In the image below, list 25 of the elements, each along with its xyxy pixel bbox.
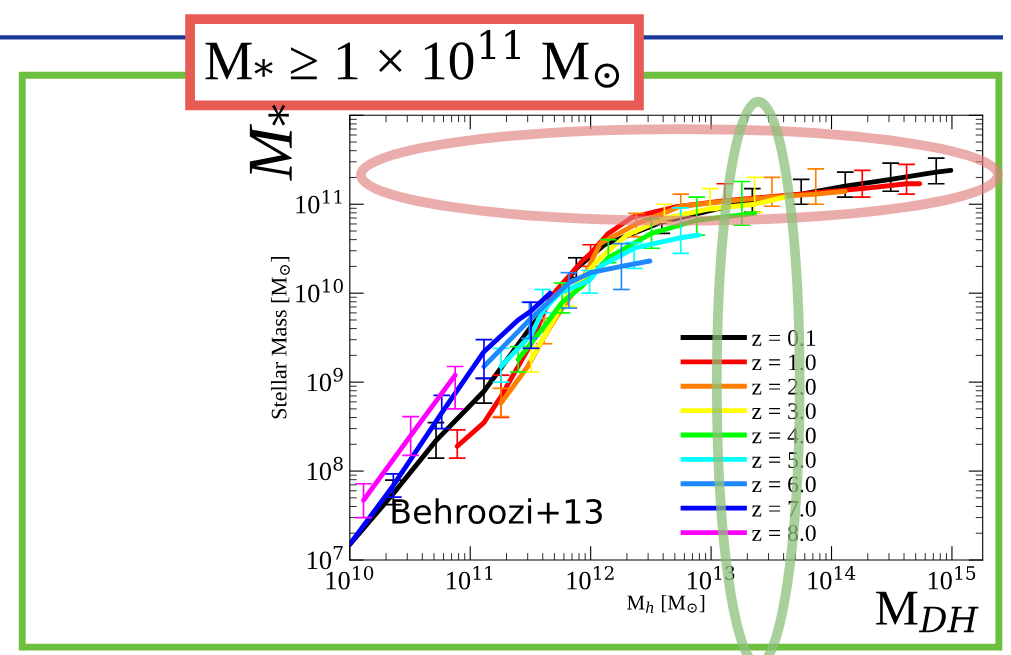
legend-label: z = 3.0 — [752, 403, 816, 420]
y-tick-label: 10$^{11}$ — [296, 189, 342, 214]
y-tick-label: 10$^{8}$ — [307, 456, 343, 481]
legend-label: z = 1.0 — [752, 354, 816, 371]
legend-label: z = 7.0 — [752, 500, 816, 517]
y-tick-label: 10$^{9}$ — [307, 367, 343, 392]
x-tick-label: 10$^{11}$ — [447, 565, 493, 590]
y-axis-title: Stellar Mass [M$_{⊙}$] — [270, 257, 290, 419]
legend-label: z = 2.0 — [752, 378, 816, 395]
x-axis-title: M$_{h}$ [M$_{⊙}$] — [627, 594, 705, 613]
legend-label: z = 4.0 — [752, 427, 816, 444]
y-tick-label: 10$^{10}$ — [296, 278, 343, 303]
text: M$_{DH}$ — [875, 591, 979, 633]
x-tick-label: 10$^{14}$ — [808, 565, 856, 590]
y-tick-label: 10$^{7}$ — [307, 545, 343, 570]
chart-title: M$_{*}$ ≥ 1 × 10$^{11}$ M$_{⊙}$ — [205, 30, 620, 88]
text: M$_{*}$ — [249, 104, 292, 181]
x-tick-label: 10$^{13}$ — [687, 565, 735, 590]
legend-label: z = 8.0 — [752, 525, 816, 542]
annotation: Behroozi+13 — [392, 498, 602, 525]
x-tick-label: 10$^{15}$ — [928, 565, 976, 590]
legend-label: z = 5.0 — [752, 451, 816, 468]
legend-label: z = 6.0 — [752, 476, 816, 493]
x-tick-label: 10$^{12}$ — [567, 565, 614, 590]
legend-label: z = 0.1 — [752, 330, 816, 347]
